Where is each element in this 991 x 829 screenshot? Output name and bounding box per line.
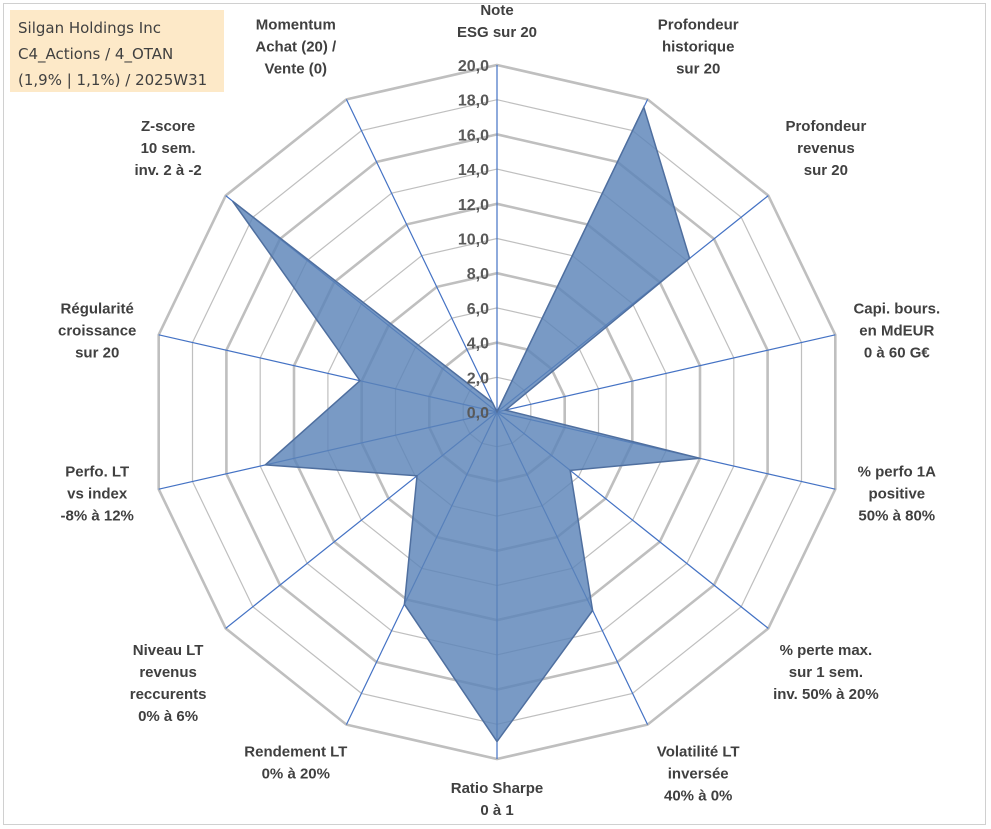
tick-label: 4,0 — [467, 336, 489, 353]
tick-label: 12,0 — [458, 197, 489, 214]
axis-label: Volatilité LT inversée 40% à 0% — [657, 744, 740, 805]
info-company-name: Silgan Holdings Inc — [18, 19, 161, 37]
tick-label: 6,0 — [467, 301, 489, 318]
axis-spoke — [345, 99, 498, 413]
axis-label: Z-score 10 sem. inv. 2 à -2 — [134, 118, 201, 179]
series-area — [231, 105, 701, 743]
series-layer — [231, 105, 701, 743]
axis-label: Régularité croissance sur 20 — [58, 300, 136, 361]
tick-label: 16,0 — [458, 127, 489, 144]
axis-label: Perfo. LT vs index -8% à 12% — [61, 464, 134, 525]
tick-label: 10,0 — [458, 232, 489, 249]
tick-label: 8,0 — [467, 266, 489, 283]
tick-layer: 0,0 2,0 4,0 6,0 8,0 10,0 12,0 14,0 16,0 18,0 20,0 — [458, 58, 489, 422]
tick-label: 18,0 — [458, 93, 489, 110]
axis-label: Ratio Sharpe 0 à 1 — [451, 780, 544, 819]
axis-label: Profondeur revenus sur 20 — [785, 118, 866, 179]
axis-label-layer: Note ESG sur 20 Profondeur historique sur 20… — [58, 2, 940, 819]
axis-label: Rendement LT 0% à 20% — [244, 744, 347, 783]
axis-label: % perte max. sur 1 sem. inv. 50% à 20% — [773, 642, 879, 703]
tick-label: 2,0 — [467, 370, 489, 387]
tick-label: 20,0 — [458, 58, 489, 75]
info-category: C4_Actions / 4_OTAN — [18, 45, 174, 63]
chart-frame — [3, 3, 986, 825]
axis-label: Note ESG sur 20 — [457, 2, 537, 41]
axis-label: % perfo 1A positive 50% à 80% — [858, 464, 937, 525]
axis-label: Momentum Achat (20) / Vente (0) — [255, 16, 337, 77]
axis-label: Profondeur historique sur 20 — [658, 16, 739, 77]
tick-label: 0,0 — [467, 405, 489, 422]
tick-label: 14,0 — [458, 162, 489, 179]
axis-spoke — [496, 334, 836, 413]
info-weights-week: (1,9% | 1,1%) / 2025W31 — [18, 71, 208, 89]
info-box: Silgan Holdings Inc C4_Actions / 4_OTAN … — [10, 10, 224, 92]
axis-label: Capi. bours. en MdEUR 0 à 60 G€ — [853, 300, 940, 361]
axis-label: Niveau LT revenus reccurents 0% à 6% — [130, 642, 207, 725]
